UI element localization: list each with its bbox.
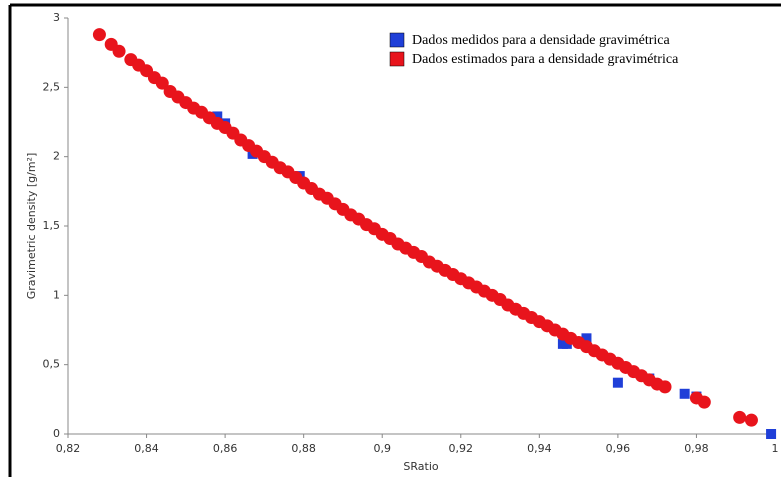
y-tick-label: 3	[53, 11, 60, 24]
point	[561, 338, 572, 349]
y-tick-label: 1,5	[43, 219, 61, 232]
point	[697, 395, 711, 409]
x-tick-label: 0,84	[134, 442, 159, 455]
y-tick-label: 2,5	[43, 80, 61, 93]
x-tick-label: 0,92	[449, 442, 474, 455]
legend-label: Dados medidos para a densidade gravimétr…	[412, 33, 671, 48]
x-tick-label: 0,9	[373, 442, 391, 455]
point	[679, 388, 690, 399]
y-tick-label: 2	[53, 150, 60, 163]
x-tick-label: 0,98	[684, 442, 709, 455]
y-tick-label: 1	[53, 288, 60, 301]
point	[612, 377, 623, 388]
point	[212, 111, 223, 122]
legend-swatch	[389, 51, 405, 67]
legend: Dados medidos para a densidade gravimétr…	[389, 32, 679, 67]
point	[658, 380, 672, 394]
point	[581, 333, 592, 344]
point	[744, 413, 758, 427]
point	[766, 429, 777, 439]
point	[155, 76, 169, 90]
y-axis-label: Gravimetric density [g/m²]	[25, 153, 38, 300]
point	[112, 44, 126, 58]
point	[733, 410, 747, 424]
x-tick-label: 0,96	[606, 442, 631, 455]
x-tick-label: 0,86	[213, 442, 238, 455]
y-tick-label: 0,5	[43, 358, 61, 371]
x-tick-label: 0,82	[56, 442, 81, 455]
x-tick-label: 0,94	[527, 442, 552, 455]
legend-swatch	[389, 32, 405, 48]
point	[92, 28, 106, 42]
legend-label: Dados estimados para a densidade gravimé…	[412, 52, 679, 67]
y-tick-label: 0	[53, 427, 60, 440]
x-tick-label: 0,88	[291, 442, 316, 455]
x-axis-label: SRatio	[403, 460, 438, 473]
x-tick-label: 1	[772, 442, 779, 455]
